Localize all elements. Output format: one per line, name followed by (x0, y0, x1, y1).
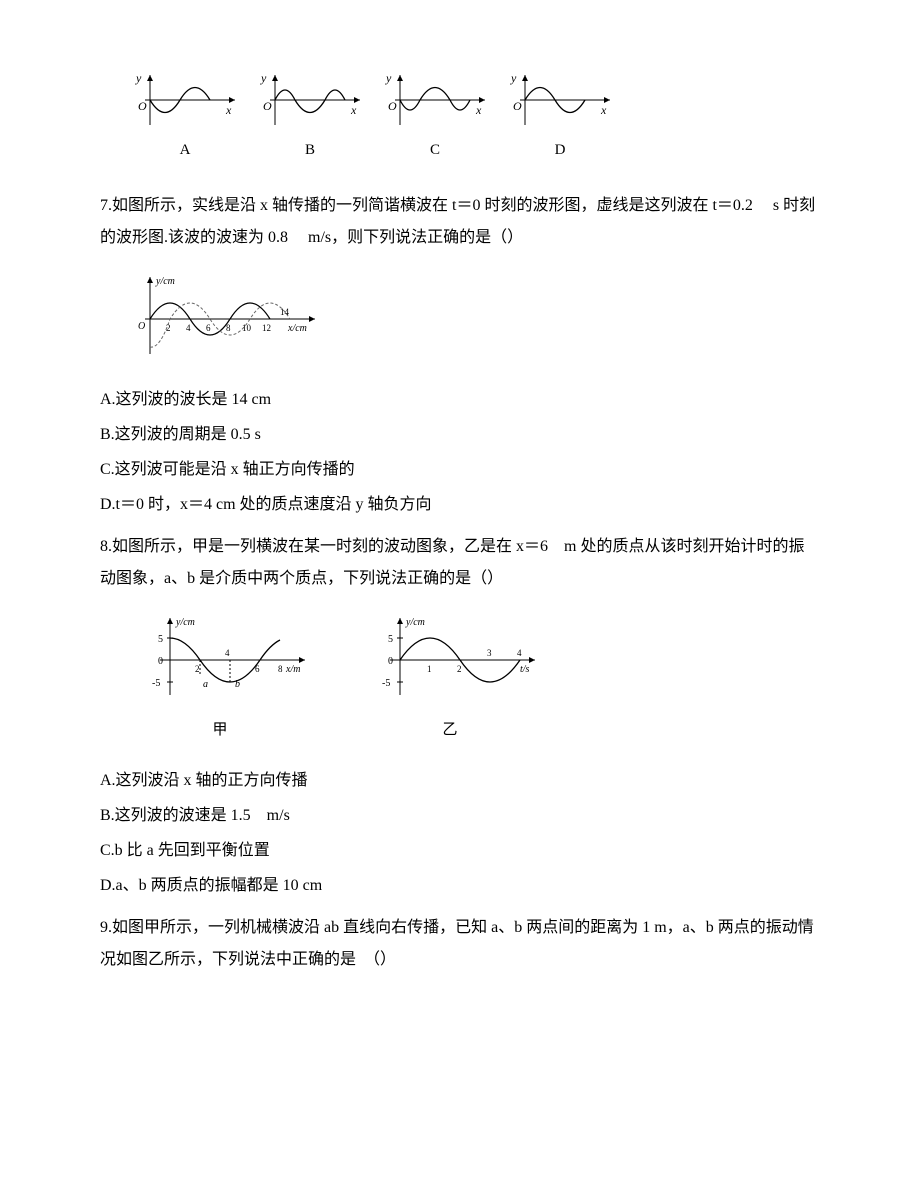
q8-option-d: D.a、b 两质点的振幅都是 10 cm (100, 870, 820, 902)
q8-figures: y/cm x/m 5 0 -5 2 4 6 8 a b 甲 y/cm (130, 610, 820, 745)
figure-a: y x O A (130, 70, 240, 165)
q9-text: 9.如图甲所示，一列机械横波沿 ab 直线向右传播，已知 a、b 两点间的距离为… (100, 912, 820, 976)
svg-text:x: x (475, 103, 482, 117)
q7-options: A.这列波的波长是 14 cm B.这列波的周期是 0.5 s C.这列波可能是… (100, 384, 820, 521)
q7-option-d: D.t＝0 时，x＝4 cm 处的质点速度沿 y 轴负方向 (100, 489, 820, 521)
svg-text:10: 10 (242, 323, 252, 333)
svg-text:x: x (350, 103, 357, 117)
q8-option-a: A.这列波沿 x 轴的正方向传播 (100, 765, 820, 797)
figure-a-label: A (180, 135, 191, 165)
svg-text:4: 4 (225, 648, 230, 658)
svg-text:x: x (225, 103, 232, 117)
svg-text:y: y (135, 71, 142, 85)
q8-wave-left-graph: y/cm x/m 5 0 -5 2 4 6 8 a b (130, 610, 310, 710)
figure-b: y x O B (255, 70, 365, 165)
q7-option-b: B.这列波的周期是 0.5 s (100, 419, 820, 451)
svg-text:x: x (600, 103, 607, 117)
wave-figure-d: y x O (505, 70, 615, 130)
q6-figures-row: y x O A y x O B y x O C (130, 70, 820, 165)
q8-options: A.这列波沿 x 轴的正方向传播 B.这列波的波速是 1.5 m/s C.b 比… (100, 765, 820, 902)
svg-text:b: b (235, 679, 240, 690)
q7-text: 7.如图所示，实线是沿 x 轴传播的一列简谐横波在 t＝0 时刻的波形图，虚线是… (100, 190, 820, 254)
svg-text:O: O (388, 99, 397, 113)
svg-text:3: 3 (487, 648, 492, 658)
svg-text:2: 2 (166, 323, 171, 333)
q8-right-caption: 乙 (442, 715, 457, 745)
svg-text:O: O (138, 321, 145, 332)
svg-text:5: 5 (388, 634, 393, 645)
svg-text:12: 12 (262, 323, 271, 333)
svg-text:t/s: t/s (520, 664, 530, 675)
q8-wave-right-graph: y/cm t/s 5 0 -5 1 2 3 4 (360, 610, 540, 710)
svg-text:4: 4 (186, 323, 191, 333)
svg-text:6: 6 (255, 664, 260, 674)
svg-text:x/m: x/m (285, 664, 300, 675)
wave-figure-a: y x O (130, 70, 240, 130)
q8-option-b: B.这列波的波速是 1.5 m/s (100, 800, 820, 832)
q8-figure-left: y/cm x/m 5 0 -5 2 4 6 8 a b 甲 (130, 610, 310, 745)
svg-text:y: y (385, 71, 392, 85)
svg-text:5: 5 (158, 634, 163, 645)
q7-figure: y/cm x/cm O 2 4 6 8 10 12 14 (120, 269, 820, 369)
wave-figure-c: y x O (380, 70, 490, 130)
svg-text:2: 2 (195, 664, 200, 674)
svg-text:0: 0 (158, 656, 163, 667)
svg-text:14: 14 (280, 307, 290, 317)
q8-text: 8.如图所示，甲是一列横波在某一时刻的波动图象，乙是在 x＝6 m 处的质点从该… (100, 531, 820, 595)
svg-text:y/cm: y/cm (155, 276, 175, 287)
svg-text:O: O (263, 99, 272, 113)
svg-text:x/cm: x/cm (287, 323, 307, 334)
q8-figure-right: y/cm t/s 5 0 -5 1 2 3 4 乙 (360, 610, 540, 745)
svg-text:y: y (510, 71, 517, 85)
q8-option-c: C.b 比 a 先回到平衡位置 (100, 835, 820, 867)
q7-wave-graph: y/cm x/cm O 2 4 6 8 10 12 14 (120, 269, 320, 369)
svg-text:2: 2 (457, 664, 462, 674)
figure-b-label: B (305, 135, 315, 165)
svg-text:O: O (513, 99, 522, 113)
q8-left-caption: 甲 (212, 715, 227, 745)
svg-text:O: O (138, 99, 147, 113)
figure-d-label: D (555, 135, 566, 165)
svg-text:0: 0 (388, 656, 393, 667)
svg-text:-5: -5 (382, 678, 390, 689)
svg-text:1: 1 (427, 664, 432, 674)
svg-text:-5: -5 (152, 678, 160, 689)
svg-text:4: 4 (517, 648, 522, 658)
svg-text:y/cm: y/cm (405, 617, 425, 628)
figure-c-label: C (430, 135, 440, 165)
svg-text:y/cm: y/cm (175, 617, 195, 628)
q7-option-c: C.这列波可能是沿 x 轴正方向传播的 (100, 454, 820, 486)
wave-figure-b: y x O (255, 70, 365, 130)
svg-text:8: 8 (278, 664, 283, 674)
figure-c: y x O C (380, 70, 490, 165)
q7-option-a: A.这列波的波长是 14 cm (100, 384, 820, 416)
svg-text:8: 8 (226, 323, 231, 333)
svg-text:y: y (260, 71, 267, 85)
svg-text:6: 6 (206, 323, 211, 333)
svg-text:a: a (203, 679, 208, 690)
figure-d: y x O D (505, 70, 615, 165)
